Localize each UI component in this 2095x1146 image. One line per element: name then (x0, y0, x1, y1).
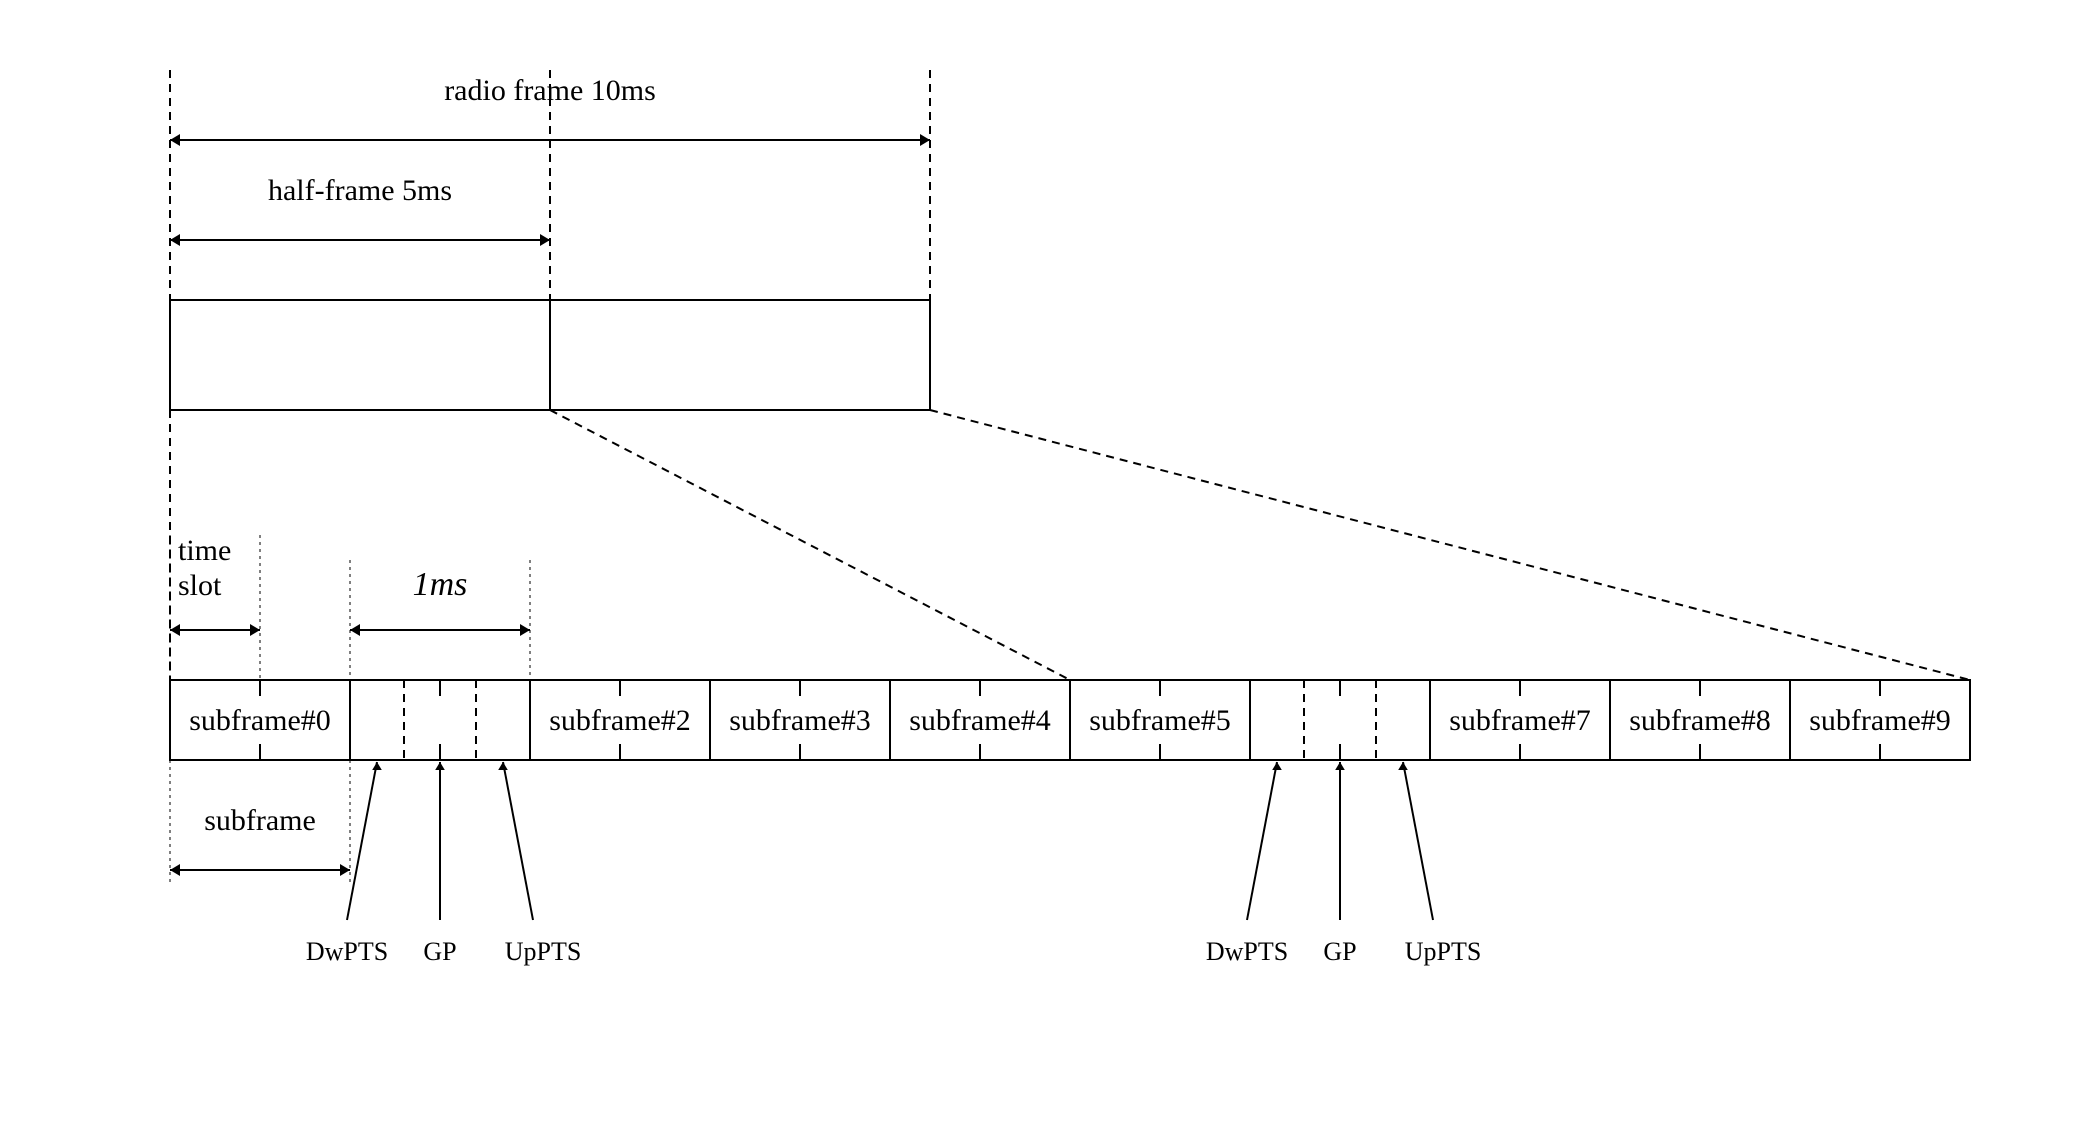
uppts-label: UpPTS (1405, 937, 1482, 966)
subframe-cell-label: subframe#8 (1629, 704, 1771, 737)
gp-label: GP (423, 937, 456, 966)
time-slot-label: slot (178, 569, 222, 602)
subframe-cell-label: subframe#4 (909, 704, 1051, 737)
half-frame-label: half-frame 5ms (268, 174, 452, 207)
dwpts-label: DwPTS (1206, 937, 1288, 966)
uppts-label: UpPTS (505, 937, 582, 966)
subframe-cell-label: subframe#2 (549, 704, 691, 737)
gp-label: GP (1323, 937, 1356, 966)
subframe-cell-label: subframe#3 (729, 704, 871, 737)
time-slot-label: time (178, 534, 231, 567)
one-ms-label: 1ms (413, 566, 468, 603)
frame-structure-diagram: radio frame 10mshalf-frame 5mssubframe#0… (40, 40, 2095, 1106)
dwpts-label: DwPTS (306, 937, 388, 966)
subframe-dim-label: subframe (204, 804, 316, 837)
subframe-cell-label: subframe#5 (1089, 704, 1231, 737)
subframe-cell-label: subframe#0 (189, 704, 331, 737)
subframe-cell-label: subframe#7 (1449, 704, 1591, 737)
subframe-cell-label: subframe#9 (1809, 704, 1951, 737)
